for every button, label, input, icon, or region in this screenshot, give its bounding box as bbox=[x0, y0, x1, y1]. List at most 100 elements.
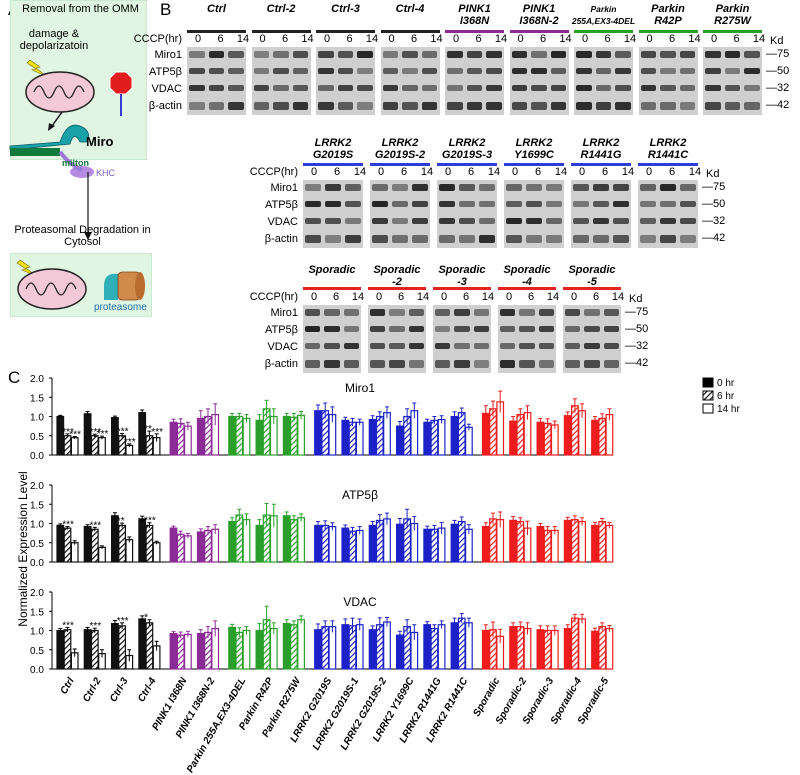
bar bbox=[437, 624, 446, 670]
band bbox=[511, 102, 528, 110]
band bbox=[459, 235, 475, 243]
time-label: 14 bbox=[554, 166, 568, 178]
band bbox=[744, 51, 760, 58]
band bbox=[253, 102, 270, 110]
time-label: 6 bbox=[601, 166, 609, 178]
time-label: 0 bbox=[377, 166, 385, 178]
band bbox=[593, 184, 609, 191]
band bbox=[228, 85, 244, 91]
legend-label: 14 hr bbox=[717, 404, 740, 415]
protein-label-2: VDAC bbox=[267, 216, 298, 228]
band bbox=[454, 343, 470, 349]
group-bar bbox=[498, 287, 556, 290]
bar bbox=[489, 518, 497, 563]
band bbox=[724, 102, 741, 110]
time-label: 0 bbox=[581, 33, 589, 45]
y-tick-label: 0.0 bbox=[30, 451, 44, 462]
band bbox=[506, 235, 522, 243]
kd-label: Kd bbox=[770, 35, 784, 47]
band bbox=[603, 343, 619, 349]
blot-title: R1441G bbox=[580, 149, 622, 161]
bar bbox=[169, 421, 178, 456]
band bbox=[640, 102, 657, 110]
band bbox=[660, 68, 676, 74]
band bbox=[538, 326, 554, 332]
significance-label: *** bbox=[62, 520, 74, 531]
band bbox=[603, 360, 619, 368]
bar bbox=[314, 524, 322, 563]
band bbox=[412, 218, 428, 224]
band bbox=[454, 360, 470, 368]
band bbox=[454, 326, 470, 332]
bar bbox=[70, 542, 79, 563]
band bbox=[189, 85, 205, 91]
time-label: 6 bbox=[462, 291, 470, 303]
band bbox=[292, 68, 309, 74]
band bbox=[357, 85, 373, 91]
time-label: 6 bbox=[410, 33, 418, 45]
bar bbox=[297, 517, 305, 563]
band bbox=[640, 85, 657, 91]
band bbox=[565, 343, 581, 349]
subplot-title: ATP5β bbox=[342, 488, 378, 502]
bar bbox=[355, 529, 364, 563]
legend-swatch bbox=[702, 403, 714, 414]
band bbox=[412, 235, 428, 243]
band bbox=[325, 201, 341, 207]
band bbox=[370, 343, 386, 349]
band bbox=[318, 85, 334, 91]
group-bar bbox=[316, 30, 375, 33]
bar bbox=[437, 418, 446, 456]
marker-label: —50 bbox=[625, 323, 649, 335]
band bbox=[660, 235, 676, 243]
band bbox=[305, 360, 321, 368]
bar bbox=[297, 619, 305, 670]
band bbox=[595, 68, 612, 74]
bar bbox=[516, 413, 525, 456]
band bbox=[447, 68, 463, 74]
band bbox=[189, 51, 205, 58]
bar bbox=[235, 415, 244, 456]
band bbox=[412, 184, 428, 191]
band bbox=[382, 102, 399, 110]
time-label: 0 bbox=[375, 291, 383, 303]
y-tick-label: 1.0 bbox=[30, 520, 44, 531]
significance-label: *** bbox=[117, 616, 129, 627]
band bbox=[595, 85, 612, 91]
bar bbox=[457, 617, 466, 670]
band bbox=[439, 184, 455, 191]
band bbox=[421, 68, 438, 74]
lightning-icon bbox=[26, 59, 47, 77]
bar bbox=[242, 417, 251, 456]
protein-label-1: ATP5β bbox=[264, 199, 298, 211]
panel-c-letter: C bbox=[8, 368, 21, 387]
bar bbox=[375, 519, 384, 563]
marker-label: —42 bbox=[702, 232, 726, 244]
band bbox=[454, 309, 470, 316]
blot-image bbox=[445, 47, 504, 115]
band bbox=[531, 102, 547, 110]
time-label: 14 bbox=[487, 166, 501, 178]
band bbox=[680, 184, 696, 191]
band bbox=[500, 309, 516, 316]
band bbox=[519, 360, 535, 368]
band bbox=[486, 51, 502, 58]
bar bbox=[605, 627, 614, 670]
band bbox=[324, 360, 340, 368]
bar bbox=[591, 419, 599, 456]
band bbox=[318, 68, 334, 74]
blot-image bbox=[574, 47, 633, 115]
group-bar bbox=[370, 163, 430, 166]
blot-image bbox=[380, 47, 440, 115]
bar bbox=[328, 525, 337, 563]
removal-title: Removal from the OMM bbox=[22, 3, 139, 15]
time-label: 14 bbox=[430, 33, 443, 45]
band bbox=[392, 184, 408, 191]
group-bar bbox=[187, 30, 246, 33]
band bbox=[640, 184, 656, 191]
group-bar bbox=[303, 163, 363, 166]
bar bbox=[355, 624, 364, 670]
bar bbox=[355, 421, 364, 456]
blot-title: I368N bbox=[459, 15, 490, 27]
